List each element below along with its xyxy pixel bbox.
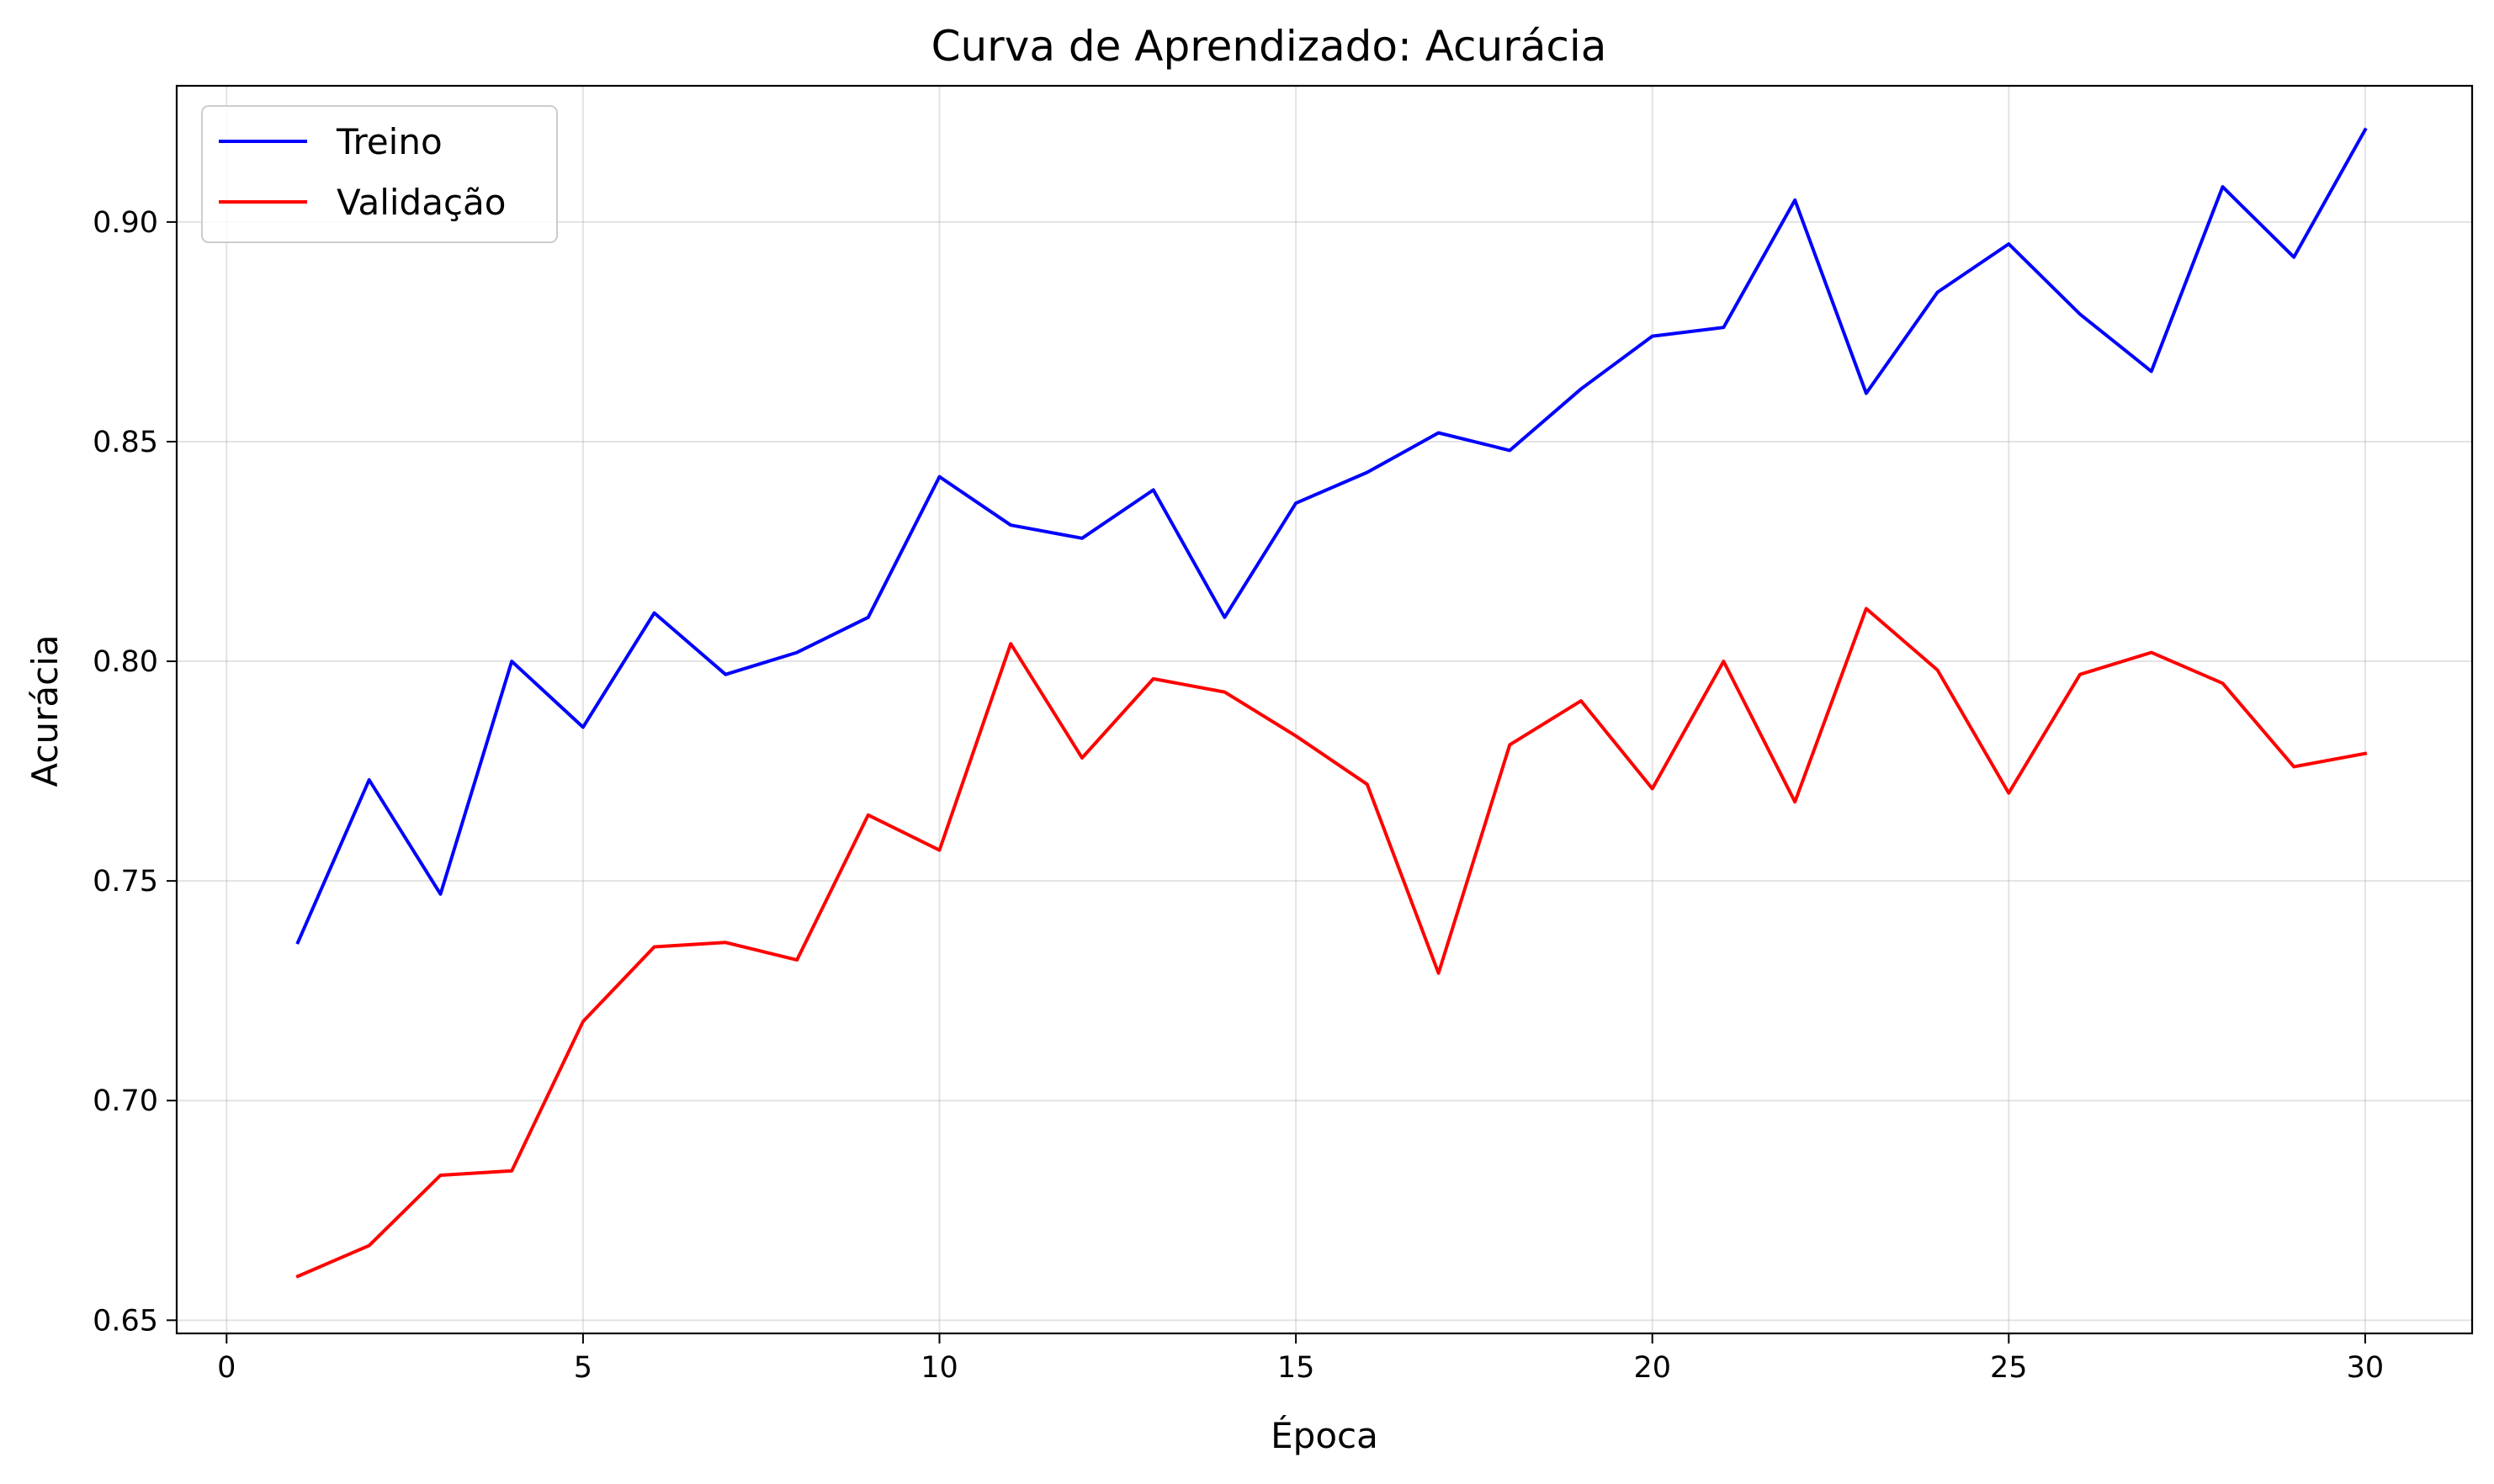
- x-tick-label: 30: [2347, 1351, 2385, 1385]
- x-tick-label: 15: [1277, 1351, 1315, 1385]
- x-axis-label: Época: [1271, 1414, 1378, 1456]
- y-tick-label: 0.70: [93, 1084, 158, 1118]
- x-tick-label: 5: [574, 1351, 592, 1385]
- y-tick-label: 0.75: [93, 865, 158, 898]
- y-tick-label: 0.65: [93, 1304, 158, 1338]
- series-lines: [295, 127, 2368, 1279]
- x-tick-label: 0: [217, 1351, 236, 1385]
- legend: Treino Validação: [201, 105, 558, 243]
- x-tick-label: 25: [1990, 1351, 2028, 1385]
- y-axis-ticks: 0.65 0.70 0.75 0.80 0.85 0.90: [93, 206, 177, 1338]
- series-line-validacao: [295, 607, 2368, 1279]
- series-line-treino: [295, 127, 2368, 945]
- x-tick-label: 20: [1633, 1351, 1671, 1385]
- x-tick-label: 10: [921, 1351, 958, 1385]
- x-axis-ticks: 0 5 10 15 20 25 30: [217, 1333, 2384, 1385]
- y-tick-label: 0.90: [93, 206, 158, 240]
- plot-frame: [175, 84, 2474, 1335]
- y-axis-label: Acurácia: [24, 634, 66, 787]
- y-tick-label: 0.85: [93, 426, 158, 459]
- chart-title: Curva de Aprendizado: Acurácia: [931, 22, 1607, 71]
- legend-label-treino: Treino: [336, 121, 443, 162]
- y-tick-label: 0.80: [93, 645, 158, 679]
- legend-label-validacao: Validação: [337, 182, 506, 223]
- grid-lines: [177, 86, 2472, 1333]
